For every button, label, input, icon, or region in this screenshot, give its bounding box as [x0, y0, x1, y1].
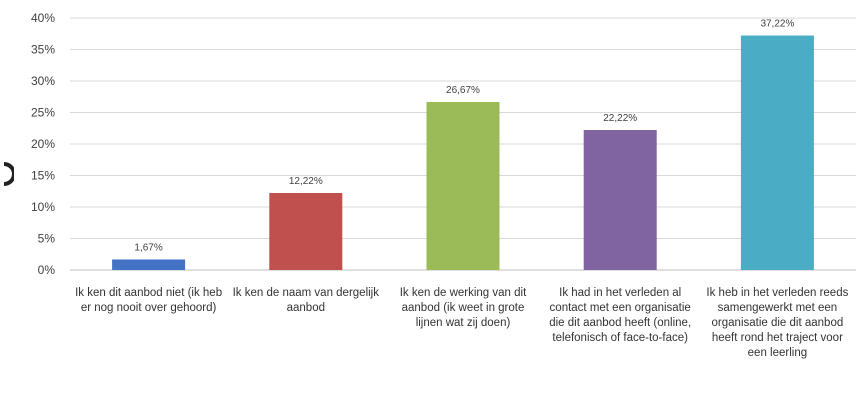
y-tick-label: 15% [31, 169, 55, 183]
y-tick-label: 30% [31, 74, 55, 88]
data-labels: 1,67% 12,22% 26,67% 22,22% 37,22% [134, 19, 794, 254]
y-tick-label: 0% [38, 263, 56, 277]
category-label-2: Ik ken de naam van dergelijk aanbod [232, 287, 379, 314]
y-tick-label: 20% [31, 137, 55, 151]
bar-1 [112, 259, 186, 270]
category-label-5: Ik heb in het verleden reeds samengewerk… [706, 287, 849, 359]
bars [112, 35, 814, 270]
bar-5 [740, 35, 814, 270]
y-axis-ticks: 0% 5% 10% 15% 20% 25% 30% 35% 40% [31, 11, 55, 277]
y-tick-label: 5% [38, 232, 56, 246]
bar-2 [269, 193, 343, 270]
category-label-3: Ik ken de werking van dit aanbod (ik wee… [399, 287, 527, 329]
y-tick-label: 10% [31, 200, 55, 214]
data-label-2: 12,22% [289, 176, 323, 187]
bar-3 [426, 101, 500, 270]
y-tick-label: 35% [31, 43, 55, 57]
partial-circle-icon [3, 162, 14, 186]
data-label-5: 37,22% [760, 19, 794, 30]
category-label-1: Ik ken dit aanbod niet (ik heb er nog no… [75, 287, 223, 314]
y-tick-label: 40% [31, 11, 55, 25]
bar-4 [583, 130, 657, 270]
data-label-3: 26,67% [446, 85, 480, 96]
data-label-1: 1,67% [134, 242, 162, 253]
y-tick-label: 25% [31, 106, 55, 120]
data-label-4: 22,22% [603, 113, 637, 124]
category-label-4: Ik had in het verleden al contact met ee… [549, 287, 692, 344]
